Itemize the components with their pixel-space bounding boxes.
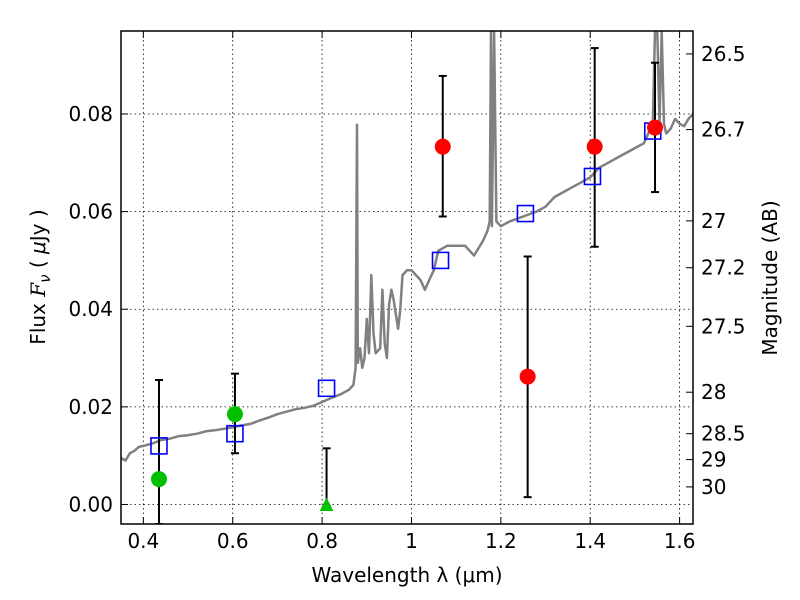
markers — [150, 119, 664, 511]
x-tick-label: 1.2 — [485, 529, 517, 553]
magnitude-tick-label: 26.7 — [701, 118, 746, 142]
x-tick-label: 0.4 — [127, 529, 159, 553]
model-photometry-square — [516, 204, 535, 223]
y-axis-label-unit: Jy ) — [26, 209, 50, 243]
plot-frame — [120, 30, 694, 525]
axis-ticks: 0.4 0.6 0.8 1 1.2 1.4 1.6 0.00 0.02 0.04 0.06 0.08 2… — [68, 31, 746, 553]
magnitude-tick-label: 28.5 — [701, 422, 746, 446]
magnitude-tick-label: 27 — [701, 209, 726, 233]
detection-point — [586, 138, 603, 155]
error-bars — [154, 47, 660, 524]
magnitude-tick-label: 27.5 — [701, 314, 746, 338]
x-tick-label: 0.6 — [217, 529, 249, 553]
y-axis-label-subscript: ν — [36, 274, 54, 282]
y-axis-label-word: Flux — [26, 297, 50, 345]
model-photometry-square — [317, 379, 336, 398]
magnitude-tick-label: 27.2 — [701, 256, 746, 280]
y-axis-label-open-paren: ( — [26, 254, 50, 275]
x-tick-label: 0.8 — [306, 529, 338, 553]
magnitude-tick-label: 28 — [701, 380, 726, 404]
upper-limit-triangle — [319, 497, 334, 511]
model-spectrum — [121, 31, 693, 462]
model-photometry-square — [583, 167, 602, 186]
y-tick-label: 0.08 — [68, 102, 113, 126]
x-axis-label: Wavelength λ (μm) — [311, 563, 502, 587]
y2-axis-label: Magnitude (AB) — [758, 200, 782, 355]
y-tick-label: 0.06 — [68, 200, 113, 224]
magnitude-tick-label: 29 — [701, 448, 726, 472]
detection-point — [434, 138, 451, 155]
spectrum-line — [121, 31, 693, 462]
optical-point — [226, 406, 243, 423]
y-axis-label-symbol: F — [26, 282, 50, 298]
y-tick-label: 0.00 — [68, 492, 113, 516]
model-photometry-square — [226, 424, 244, 443]
x-tick-label: 1 — [405, 529, 418, 553]
optical-point — [150, 471, 167, 488]
magnitude-tick-label: 30 — [701, 475, 726, 499]
x-tick-label: 1.6 — [664, 529, 696, 553]
model-photometry-square — [150, 437, 168, 455]
magnitude-tick-label: 26.5 — [701, 42, 746, 66]
y-axis-label: Flux Fν ( μJy ) — [26, 209, 54, 344]
y-tick-label: 0.02 — [68, 395, 113, 419]
y-tick-label: 0.04 — [68, 297, 113, 321]
detection-point — [647, 119, 664, 136]
detection-point — [519, 368, 536, 385]
grid — [121, 31, 693, 524]
y-axis-label-mu: μ — [26, 241, 50, 255]
x-tick-label: 1.4 — [574, 529, 606, 553]
model-photometry-square — [431, 251, 450, 270]
